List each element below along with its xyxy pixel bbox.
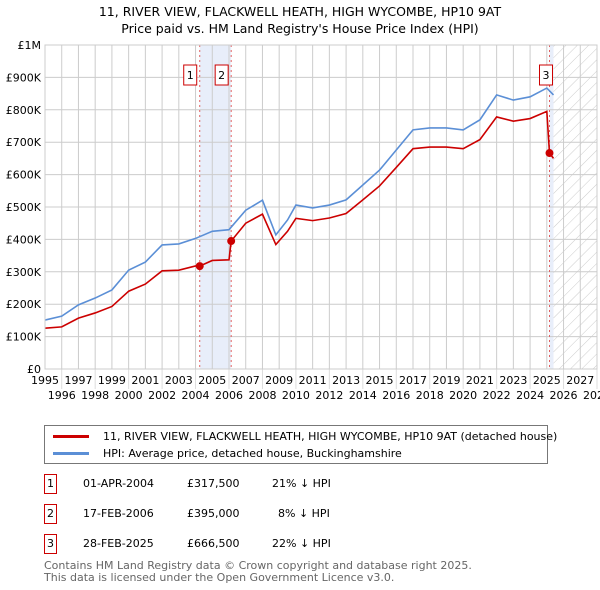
chart-title: 11, RIVER VIEW, FLACKWELL HEATH, HIGH WY… [98,4,502,19]
x-tick-label: 2028 [583,389,600,402]
sale-price: £666,500 [187,537,240,550]
price-chart: 1995 1996 1997 1998 1999 2000 2001 2002 2003 2004… [6,39,600,402]
sale-row: 2 17-FEB-2006 £395,000 8% ↓ HPI [44,504,444,524]
legend-item-hpi: HPI: Average price, detached house, Buck… [53,445,402,461]
footer: Contains HM Land Registry data © Crown c… [44,560,472,584]
legend-item-property: 11, RIVER VIEW, FLACKWELL HEATH, HIGH WY… [53,428,557,444]
x-tick-label: 2022 [483,389,511,402]
sale-badge: 3 [44,534,57,554]
x-tick-label: 2018 [416,389,444,402]
sale-row: 3 28-FEB-2025 £666,500 22% ↓ HPI [44,534,444,554]
sale-label: 2 [218,69,225,82]
x-tick-label: 2009 [265,374,293,387]
property-line [44,110,555,329]
x-tick-label: 1996 [48,389,76,402]
x-tick-label: 2008 [248,389,276,402]
sale-label-box [183,64,198,86]
x-tick-label: 2014 [349,389,377,402]
legend-label: 11, RIVER VIEW, FLACKWELL HEATH, HIGH WY… [103,429,558,443]
y-tick-label: £100K [6,331,42,344]
x-tick-label: 2016 [382,389,410,402]
y-tick-label: £700K [6,136,42,149]
sale-badge: 2 [44,504,57,524]
x-tick-label: 2015 [366,374,394,387]
x-tick-label: 2004 [182,389,210,402]
sale-date: 28-FEB-2025 [83,537,154,550]
x-tick-label: 2025 [533,374,561,387]
y-tick-label: £400K [6,233,42,246]
x-tick-label: 1998 [81,389,109,402]
legend-label: HPI: Average price, detached house, Buck… [103,446,402,460]
sale-badge: 1 [44,474,57,494]
sale-label-box [538,64,553,86]
x-tick-label: 2001 [131,374,159,387]
sale-label: 1 [187,69,194,82]
x-tick-label: 2003 [165,374,193,387]
x-tick-label: 2005 [198,374,226,387]
footer-line: This data is licensed under the Open Gov… [44,571,395,584]
x-tick-label: 2000 [115,389,143,402]
x-tick-label: 2019 [432,374,460,387]
x-tick-label: 2007 [232,374,260,387]
plot-border [44,44,598,370]
x-tick-label: 2012 [315,389,343,402]
sale-label-box [214,64,229,86]
x-tick-label: 2026 [550,389,578,402]
x-tick-label: 2010 [282,389,310,402]
y-tick-label: £300K [6,266,42,279]
sale-point [227,237,236,246]
sale-hpi: 21% ↓ HPI [272,477,331,490]
y-tick-label: £800K [6,104,42,117]
legend: 11, RIVER VIEW, FLACKWELL HEATH, HIGH WY… [44,425,557,464]
x-tick-label: 2024 [516,389,544,402]
x-tick-label: 1997 [64,374,92,387]
x-tick-label: 2027 [566,374,594,387]
sale-hpi: 22% ↓ HPI [272,537,331,550]
sale-point [545,149,554,158]
x-tick-label: 2017 [399,374,427,387]
x-tick-label: 1995 [31,374,59,387]
x-tick-label: 2006 [215,389,243,402]
hpi-line [44,87,555,321]
sale-label: 3 [542,69,549,82]
x-tick-label: 2013 [332,374,360,387]
sale-date: 01-APR-2004 [83,477,155,490]
y-tick-label: £900K [6,71,42,84]
sale-point [195,262,204,271]
x-tick-label: 1999 [98,374,126,387]
y-tick-label: £200K [6,298,42,311]
footer-line: Contains HM Land Registry data © Crown c… [44,559,472,572]
x-tick-label: 2021 [466,374,494,387]
sale-price: £317,500 [187,477,240,490]
sale-hpi: 8% ↓ HPI [278,507,330,520]
x-tick-label: 2023 [499,374,527,387]
y-tick-label: £600K [6,169,42,182]
chart-subtitle: Price paid vs. HM Land Registry's House … [121,21,479,36]
sale-price: £395,000 [187,507,240,520]
x-tick-label: 2011 [299,374,327,387]
y-tick-label: £0 [27,363,41,376]
x-tick-label: 2020 [449,389,477,402]
y-tick-label: £1M [18,39,42,52]
sale-row: 1 01-APR-2004 £317,500 21% ↓ HPI [44,474,444,494]
y-tick-label: £500K [6,201,42,214]
sale-date: 17-FEB-2006 [83,507,154,520]
x-tick-label: 2002 [148,389,176,402]
